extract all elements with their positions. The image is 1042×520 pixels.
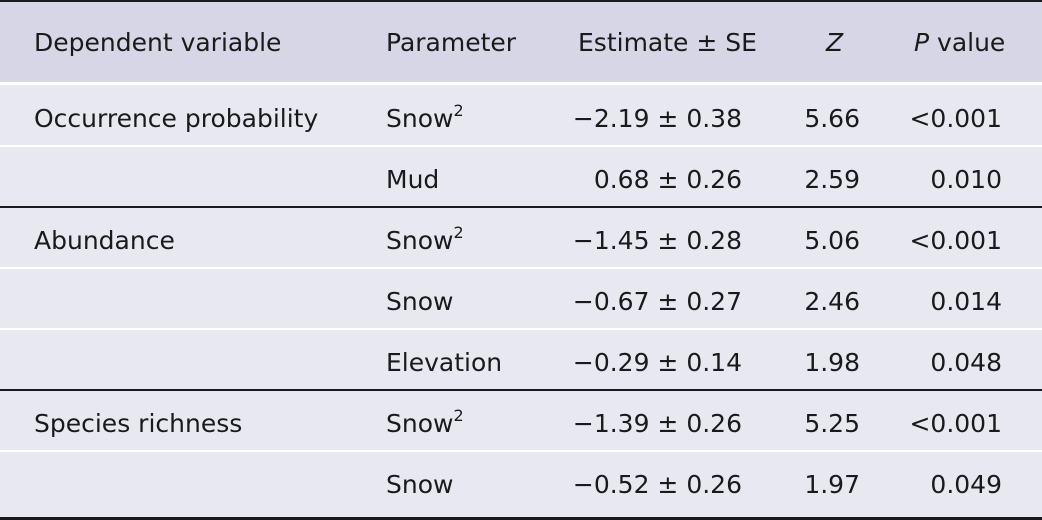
p-value-cell: 0.049 bbox=[930, 470, 1002, 499]
header-row: Dependent variable Parameter Estimate ± … bbox=[0, 2, 1042, 82]
parameter-text: Mud bbox=[386, 165, 440, 194]
parameter-text: Snow bbox=[386, 287, 454, 316]
group-separator bbox=[0, 389, 1042, 391]
row-separator bbox=[0, 145, 1042, 147]
estimate-cell: −0.67 ± 0.27 bbox=[572, 287, 742, 316]
parameter-superscript: 2 bbox=[453, 100, 464, 120]
parameter-text: Elevation bbox=[386, 348, 503, 377]
dependent-variable-cell: Occurrence probability bbox=[34, 104, 319, 133]
group-separator bbox=[0, 206, 1042, 208]
dependent-variable-cell: Abundance bbox=[34, 226, 175, 255]
z-cell: 5.66 bbox=[804, 104, 860, 133]
header-z: Z bbox=[826, 28, 844, 57]
estimate-cell: −1.39 ± 0.26 bbox=[572, 409, 742, 438]
p-value-cell: 0.010 bbox=[930, 165, 1002, 194]
estimate-cell: −0.52 ± 0.26 bbox=[572, 470, 742, 499]
estimate-cell: −2.19 ± 0.38 bbox=[572, 104, 742, 133]
p-value-cell: 0.048 bbox=[930, 348, 1002, 377]
p-value-cell: <0.001 bbox=[909, 409, 1002, 438]
p-value-cell: <0.001 bbox=[909, 104, 1002, 133]
header-p-value: P value bbox=[914, 28, 1005, 58]
parameter-text: Snow bbox=[386, 470, 454, 499]
p-value-cell: 0.014 bbox=[930, 287, 1002, 316]
dependent-variable-cell: Species richness bbox=[34, 409, 243, 438]
parameter-text: Snow bbox=[386, 409, 454, 438]
header-parameter: Parameter bbox=[386, 28, 517, 57]
parameter-text: Snow bbox=[386, 104, 454, 133]
p-value-cell: <0.001 bbox=[909, 226, 1002, 255]
header-p-rest: value bbox=[929, 28, 1006, 57]
estimate-cell: 0.68 ± 0.26 bbox=[593, 165, 742, 194]
header-dependent-variable: Dependent variable bbox=[34, 28, 282, 57]
z-cell: 2.46 bbox=[804, 287, 860, 316]
header-estimate: Estimate ± SE bbox=[578, 28, 757, 57]
z-cell: 1.98 bbox=[804, 348, 860, 377]
parameter-cell: Elevation bbox=[386, 348, 502, 378]
estimate-cell: −0.29 ± 0.14 bbox=[572, 348, 742, 377]
parameter-cell: Snow bbox=[386, 287, 453, 317]
z-cell: 1.97 bbox=[804, 470, 860, 499]
row-separator bbox=[0, 267, 1042, 269]
z-cell: 5.06 bbox=[804, 226, 860, 255]
parameter-cell: Snow2 bbox=[386, 405, 464, 439]
parameter-text: Snow bbox=[386, 226, 454, 255]
top-rule bbox=[0, 0, 1042, 2]
z-cell: 2.59 bbox=[804, 165, 860, 194]
parameter-cell: Snow2 bbox=[386, 100, 464, 134]
parameter-superscript: 2 bbox=[453, 405, 464, 425]
row-separator bbox=[0, 450, 1042, 452]
parameter-superscript: 2 bbox=[453, 222, 464, 242]
z-cell: 5.25 bbox=[804, 409, 860, 438]
parameter-cell: Mud bbox=[386, 165, 439, 195]
estimate-cell: −1.45 ± 0.28 bbox=[572, 226, 742, 255]
parameter-cell: Snow2 bbox=[386, 222, 464, 256]
parameter-cell: Snow bbox=[386, 470, 453, 500]
header-p-letter: P bbox=[914, 28, 930, 57]
row-separator bbox=[0, 328, 1042, 330]
header-separator bbox=[0, 82, 1042, 85]
bottom-rule bbox=[0, 517, 1042, 520]
